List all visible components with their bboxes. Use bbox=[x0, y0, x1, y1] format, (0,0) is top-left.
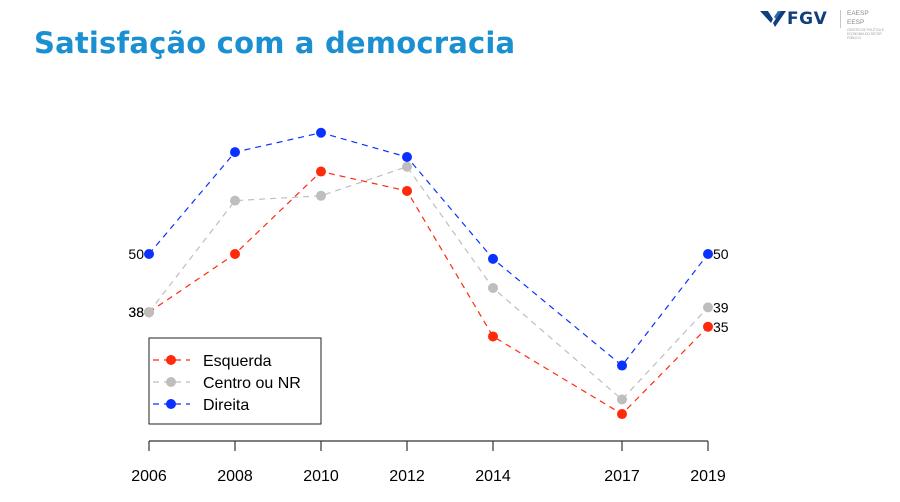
legend-item-centro-ou-nr: Centro ou NR bbox=[153, 375, 301, 392]
legend-box bbox=[148, 337, 322, 425]
logo-subtitle: CENTRO DE POLÍTICA E ECONOMIA DO SETOR P… bbox=[847, 28, 885, 40]
x-tick-label: 2014 bbox=[475, 468, 511, 485]
data-point-direita bbox=[144, 249, 154, 259]
legend-label: Centro ou NR bbox=[203, 375, 301, 392]
logo-school-eaesp: EAESP bbox=[847, 10, 869, 17]
legend-marker bbox=[166, 377, 176, 387]
series-line-direita bbox=[148, 132, 709, 367]
data-point-esquerda bbox=[316, 166, 326, 177]
fgv-logo: FGV EAESP EESP CENTRO DE POLÍTICA E ECON… bbox=[760, 8, 900, 52]
x-tick-label: 2008 bbox=[217, 468, 253, 485]
data-point-esquerda bbox=[230, 249, 240, 259]
logo-schools: EAESP EESP bbox=[847, 9, 869, 27]
data-point-direita bbox=[703, 249, 713, 259]
data-point-centro-ou-nr bbox=[402, 161, 412, 172]
legend-item-direita: Direita bbox=[153, 397, 249, 414]
data-point-centro-ou-nr bbox=[230, 195, 240, 206]
end-value-label: 39 bbox=[713, 299, 729, 315]
x-tick-label: 2012 bbox=[389, 468, 425, 485]
data-point-esquerda bbox=[703, 321, 713, 332]
legend-item-esquerda: Esquerda bbox=[153, 353, 272, 370]
legend-label: Direita bbox=[203, 397, 249, 414]
end-value-label: 50 bbox=[713, 246, 729, 262]
data-point-direita bbox=[230, 147, 240, 158]
data-point-esquerda bbox=[617, 409, 627, 420]
data-point-direita bbox=[316, 127, 326, 138]
x-axis: 2006 2008 2010 2012 2014 2017 2019 bbox=[131, 440, 726, 485]
legend-label: Esquerda bbox=[203, 353, 272, 370]
data-point-centro-ou-nr bbox=[617, 394, 627, 405]
x-tick-label: 2019 bbox=[690, 468, 726, 485]
logo-brand-text: FGV bbox=[787, 9, 828, 29]
end-value-label: 35 bbox=[713, 319, 729, 335]
data-point-direita bbox=[617, 360, 627, 371]
data-point-centro-ou-nr bbox=[316, 190, 326, 201]
logo-divider bbox=[840, 10, 841, 28]
legend: Esquerda Centro ou NR Direita bbox=[148, 337, 322, 425]
start-value-label: 38 bbox=[128, 304, 144, 320]
data-point-centro-ou-nr bbox=[144, 307, 154, 318]
data-point-direita bbox=[402, 152, 412, 162]
start-value-label: 50 bbox=[128, 246, 144, 262]
x-tick-label: 2006 bbox=[131, 468, 167, 485]
data-point-direita bbox=[488, 253, 498, 264]
series-points bbox=[144, 127, 713, 420]
x-tick-label: 2010 bbox=[303, 468, 339, 485]
data-point-centro-ou-nr bbox=[488, 282, 498, 293]
logo-school-eesp: EESP bbox=[847, 19, 865, 26]
x-tick-label: 2017 bbox=[604, 468, 640, 485]
data-point-esquerda bbox=[488, 331, 498, 342]
start-value-label: 38 bbox=[128, 304, 144, 320]
legend-marker bbox=[166, 355, 176, 365]
fgv-logo-mark-icon bbox=[760, 11, 786, 27]
slide-title: Satisfação com a democracia bbox=[34, 26, 516, 60]
data-point-centro-ou-nr bbox=[703, 302, 713, 313]
legend-marker bbox=[166, 399, 176, 409]
data-point-esquerda bbox=[402, 185, 412, 196]
